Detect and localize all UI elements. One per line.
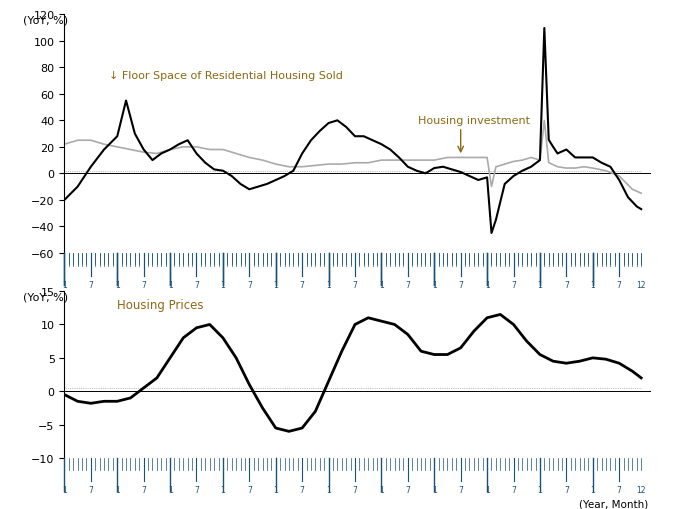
Text: 1: 1 (326, 280, 331, 290)
Text: 1: 1 (485, 280, 490, 290)
Text: 1: 1 (379, 486, 384, 494)
Text: (Year, Month): (Year, Month) (579, 498, 648, 508)
Text: 12: 12 (637, 280, 646, 290)
Text: 7: 7 (405, 280, 410, 290)
Text: ↓ Floor Space of Residential Housing Sold: ↓ Floor Space of Residential Housing Sol… (109, 71, 343, 81)
Text: 7: 7 (194, 280, 199, 290)
Text: 7: 7 (511, 486, 516, 494)
Text: 7: 7 (300, 280, 304, 290)
Text: 1: 1 (432, 280, 437, 290)
Text: 2019: 2019 (500, 310, 527, 321)
Text: 1: 1 (62, 486, 67, 494)
Text: 7: 7 (353, 280, 357, 290)
Text: 7: 7 (247, 486, 252, 494)
Text: 1: 1 (432, 486, 437, 494)
Text: 7: 7 (617, 280, 622, 290)
Text: 7: 7 (564, 280, 569, 290)
Text: 1: 1 (62, 280, 67, 290)
Text: 7: 7 (247, 280, 252, 290)
Text: 7: 7 (458, 280, 463, 290)
Text: (YoY, %): (YoY, %) (23, 15, 68, 25)
Text: 1: 1 (273, 486, 278, 494)
Text: 1: 1 (220, 280, 225, 290)
Text: 7: 7 (141, 486, 146, 494)
Text: 7: 7 (564, 486, 569, 494)
Text: 7: 7 (88, 486, 94, 494)
Text: 7: 7 (141, 280, 146, 290)
Text: 2020: 2020 (553, 310, 580, 321)
Text: 1: 1 (220, 486, 225, 494)
Text: 1: 1 (379, 280, 384, 290)
Text: Housing investment: Housing investment (418, 116, 530, 126)
Text: 7: 7 (300, 486, 304, 494)
Text: 7: 7 (511, 280, 516, 290)
Text: 7: 7 (617, 486, 622, 494)
Text: (Year, Month): (Year, Month) (579, 293, 648, 303)
Text: 1: 1 (115, 280, 119, 290)
Text: 1: 1 (167, 486, 172, 494)
Text: 1: 1 (115, 486, 119, 494)
Text: 12: 12 (637, 486, 646, 494)
Text: 1: 1 (273, 280, 278, 290)
Text: 2013: 2013 (183, 310, 210, 321)
Text: 2017: 2017 (395, 310, 421, 321)
Text: 1: 1 (538, 280, 542, 290)
Text: 1: 1 (591, 280, 595, 290)
Text: 7: 7 (458, 486, 463, 494)
Text: 7: 7 (88, 280, 94, 290)
Text: 7: 7 (353, 486, 357, 494)
Text: 1: 1 (485, 486, 490, 494)
Text: 1: 1 (167, 280, 172, 290)
Text: 7: 7 (194, 486, 199, 494)
Text: 2016: 2016 (342, 310, 368, 321)
Text: 1: 1 (326, 486, 331, 494)
Text: 7: 7 (405, 486, 410, 494)
Text: 2012: 2012 (130, 310, 157, 321)
Text: 2015: 2015 (289, 310, 315, 321)
Text: 1: 1 (591, 486, 595, 494)
Text: Housing Prices: Housing Prices (117, 298, 204, 311)
Text: 2018: 2018 (447, 310, 474, 321)
Text: 2014: 2014 (236, 310, 262, 321)
Text: (YoY, %): (YoY, %) (23, 292, 68, 301)
Text: 1: 1 (538, 486, 542, 494)
Text: 2021: 2021 (606, 310, 633, 321)
